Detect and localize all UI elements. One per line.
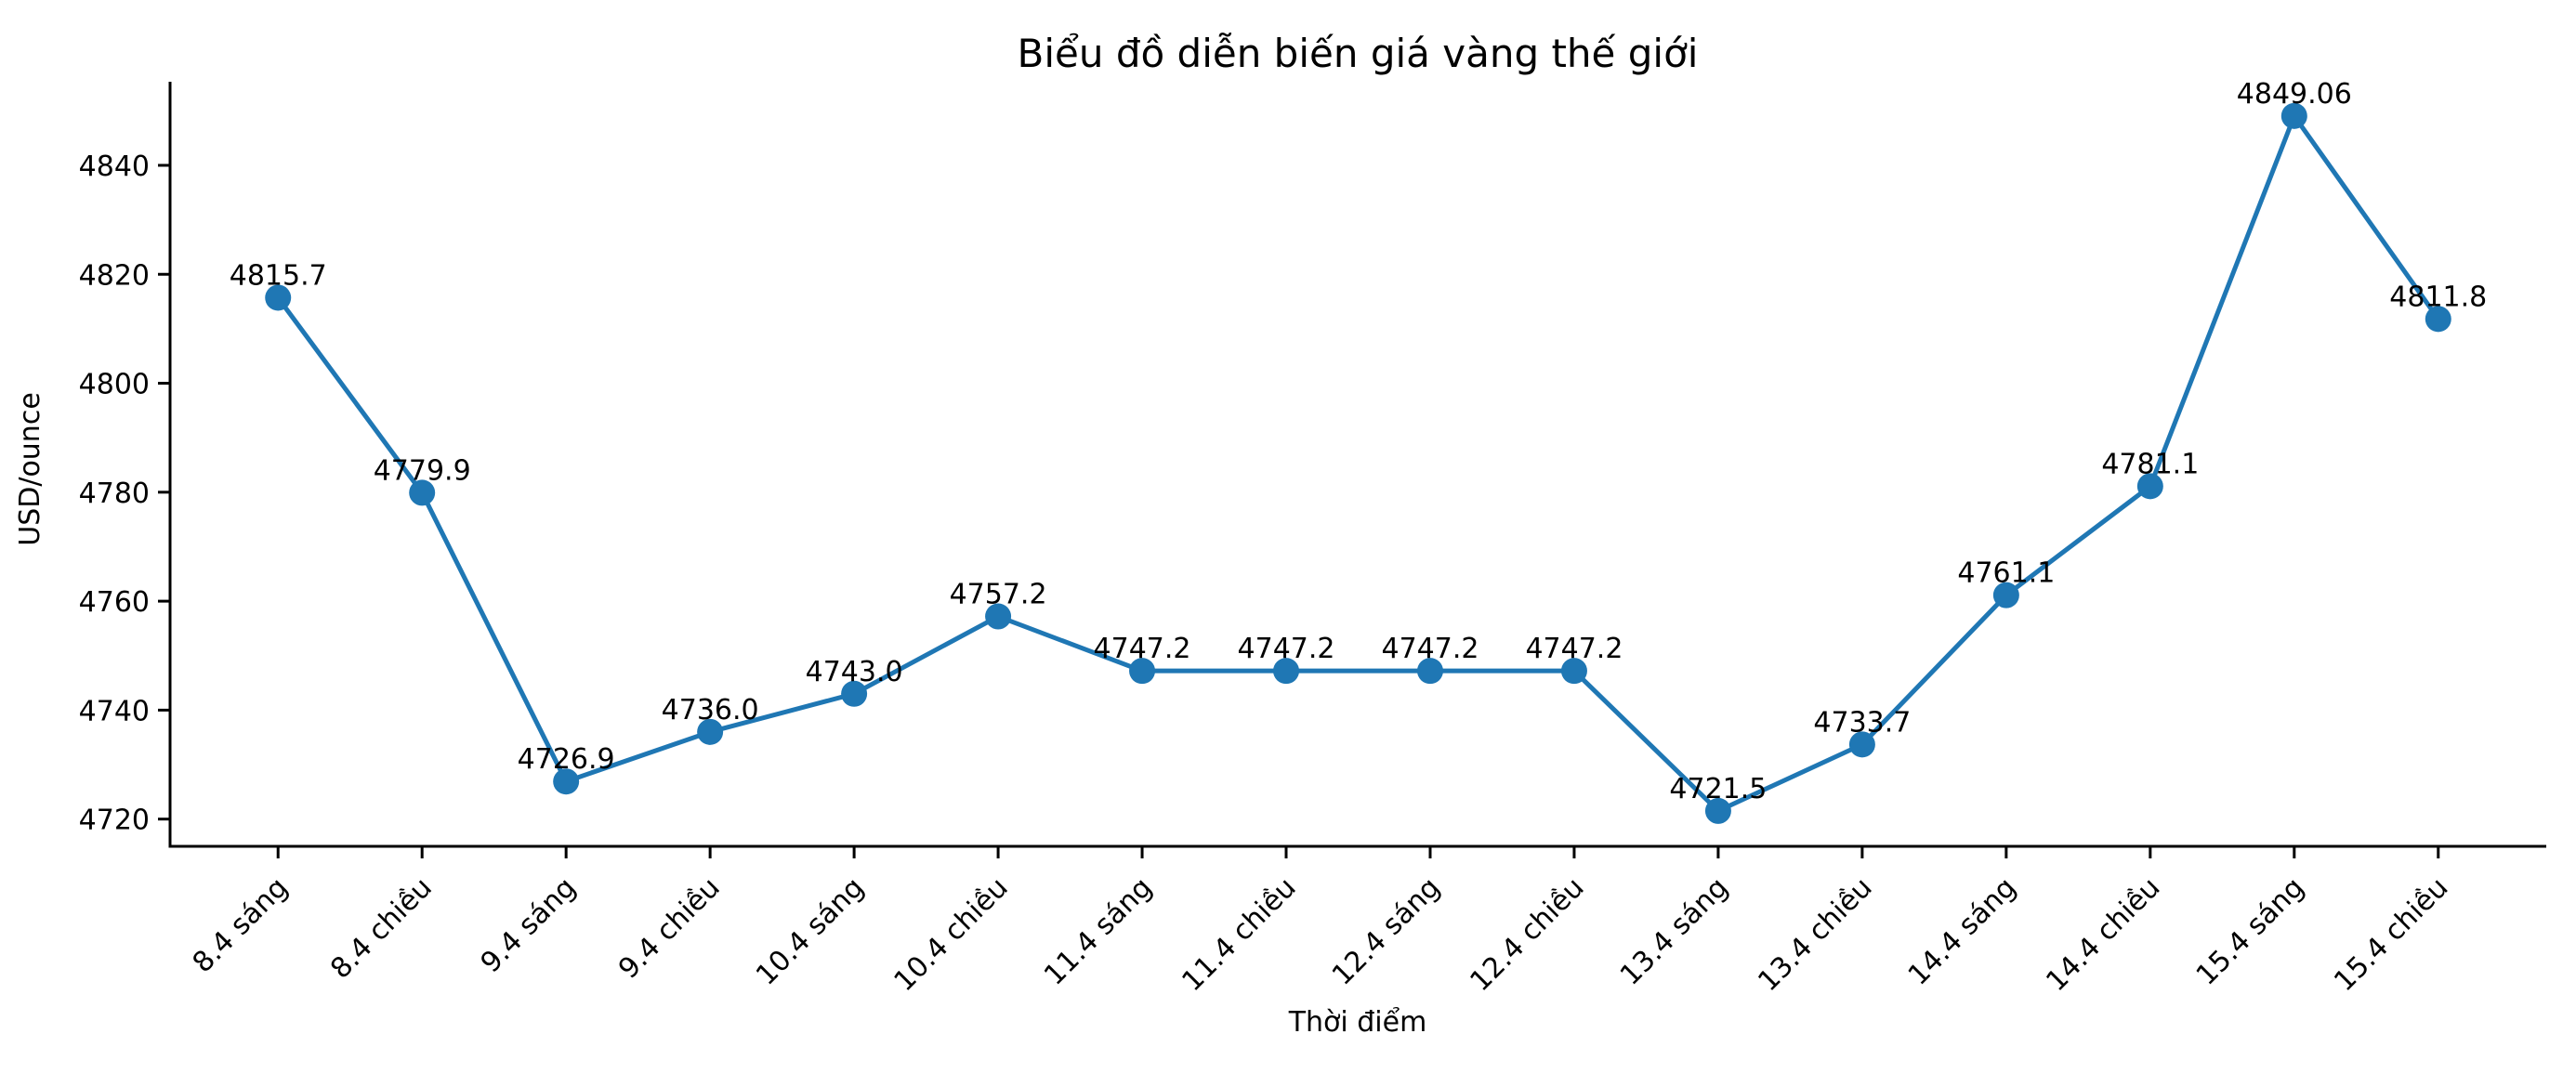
data-point-marker — [697, 718, 724, 745]
price-line — [275, 113, 2441, 814]
data-point-label: 4743.0 — [806, 656, 903, 688]
x-tick-label: 8.4 chiều — [324, 871, 439, 986]
y-axis-label: USD/ounce — [14, 392, 46, 546]
x-tick-label: 9.4 sáng — [475, 871, 583, 979]
x-tick-label: 8.4 sáng — [187, 871, 295, 979]
data-point-label: 4779.9 — [374, 454, 471, 487]
data-point-label: 4757.2 — [950, 579, 1047, 611]
y-tick-label: 4840 — [79, 150, 150, 183]
data-point-marker — [1848, 731, 1875, 758]
data-point-marker — [2280, 102, 2307, 129]
data-point-marker — [841, 680, 868, 707]
data-point-label: 4747.2 — [1238, 633, 1335, 665]
y-tick-label: 4760 — [79, 586, 150, 619]
data-point-label: 4747.2 — [1094, 633, 1191, 665]
chart-title: Biểu đồ diễn biến giá vàng thế giới — [1018, 31, 1699, 76]
data-point-label: 4811.8 — [2389, 281, 2487, 313]
x-tick-label: 9.4 chiều — [612, 871, 727, 986]
x-axis-label: Thời điểm — [1288, 1005, 1427, 1039]
x-tick-label: 14.4 sáng — [1902, 871, 2023, 992]
x-tick-label: 13.4 sáng — [1614, 871, 1735, 992]
data-point-label: 4747.2 — [1381, 633, 1479, 665]
data-point-marker — [1560, 658, 1587, 685]
data-point-marker — [1704, 797, 1731, 824]
data-point-label: 4726.9 — [518, 743, 615, 776]
data-point-marker — [1129, 658, 1156, 685]
data-point-label: 4781.1 — [2101, 448, 2199, 480]
data-point-marker — [265, 284, 292, 311]
x-tick-label: 10.4 chiều — [888, 871, 1015, 998]
data-point-label: 4815.7 — [230, 259, 327, 292]
x-tick-label: 11.4 sáng — [1038, 871, 1159, 992]
data-point-marker — [1273, 658, 1300, 685]
data-point-marker — [985, 603, 1012, 630]
y-tick-label: 4800 — [79, 369, 150, 401]
data-point-marker — [2136, 473, 2163, 500]
data-point-label: 4736.0 — [662, 694, 759, 726]
data-point-marker — [553, 768, 580, 795]
x-tick-label: 10.4 sáng — [750, 871, 871, 992]
y-tick-label: 4780 — [79, 478, 150, 510]
x-tick-label: 15.4 chiều — [2328, 871, 2454, 998]
data-point-label: 4849.06 — [2237, 78, 2352, 111]
data-point-label: 4747.2 — [1525, 633, 1623, 665]
y-tick-label: 4740 — [79, 695, 150, 727]
x-tick-label: 13.4 chiều — [1752, 871, 1878, 998]
plot-area: 4720 4740 4760 4780 4800 4820 4840 8.4 sáng 8.4 … — [79, 78, 2546, 998]
y-tick-label: 4720 — [79, 805, 150, 837]
data-point-marker — [2425, 306, 2451, 333]
data-point-label: 4761.1 — [1957, 557, 2055, 590]
data-point-label: 4721.5 — [1669, 773, 1767, 805]
data-point-marker — [409, 479, 436, 506]
y-tick-label: 4820 — [79, 259, 150, 292]
x-tick-label: 12.4 chiều — [1464, 871, 1590, 998]
data-point-label: 4733.7 — [1813, 706, 1911, 739]
x-tick-label: 11.4 chiều — [1176, 871, 1302, 998]
data-point-marker — [1992, 582, 2019, 608]
x-tick-label: 14.4 chiều — [2040, 871, 2166, 998]
x-tick-label: 12.4 sáng — [1326, 871, 1447, 992]
x-tick-label: 15.4 sáng — [2190, 871, 2311, 992]
data-point-marker — [1416, 658, 1443, 685]
